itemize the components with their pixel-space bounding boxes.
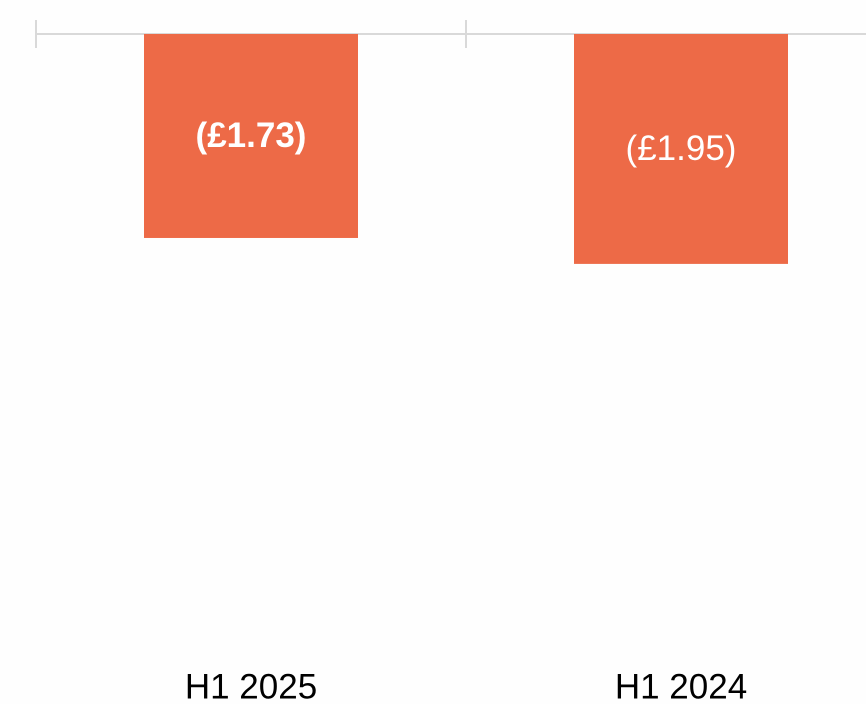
- bar: [574, 34, 788, 264]
- x-tick-label: H1 2025: [185, 667, 317, 704]
- x-tick-label: H1 2024: [615, 667, 747, 704]
- data-label: (£1.95): [626, 129, 737, 168]
- data-label: (£1.73): [196, 116, 307, 155]
- bar: [144, 34, 358, 238]
